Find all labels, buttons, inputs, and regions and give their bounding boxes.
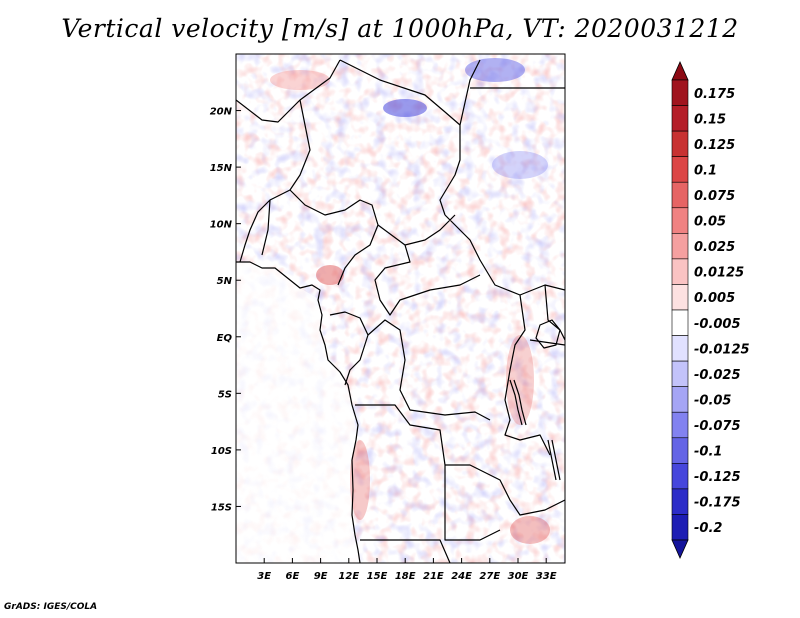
colorbar-swatch	[671, 130, 689, 157]
colorbar-swatch	[671, 335, 689, 362]
lon-tick-label: 18E	[395, 571, 416, 582]
colorbar-bottom-arrow	[671, 539, 689, 559]
border-east	[504, 284, 565, 456]
colorbar-swatch	[671, 309, 689, 336]
latitude-axis: 20N 15N 10N 5N EQ 5S 10S 15S	[210, 107, 241, 513]
colorbar-label: -0.0125	[694, 342, 750, 357]
colorbar-label: -0.2	[694, 521, 722, 536]
colorbar-label: 0.0125	[694, 266, 744, 281]
lat-tick-label: 10N	[210, 220, 233, 231]
colorbar-top-arrow	[671, 61, 689, 81]
colorbar-label: 0.005	[694, 291, 735, 306]
country-borders	[236, 59, 565, 563]
border-southern	[355, 404, 565, 563]
colorbar-swatch	[671, 284, 689, 311]
lat-tick-label: 5S	[218, 389, 232, 400]
colorbar-swatch	[671, 105, 689, 132]
colorbar-swatch	[671, 258, 689, 285]
lake-tanganyika	[509, 379, 527, 426]
lake-malawi	[547, 439, 561, 481]
colorbar-swatch	[671, 437, 689, 464]
coastline-west	[236, 261, 361, 563]
lat-tick-label: 10S	[211, 446, 232, 457]
colorbar-swatch	[671, 207, 689, 234]
grads-credit: GrADS: IGES/COLA	[4, 602, 98, 612]
colorbar-label: -0.005	[694, 317, 741, 332]
lon-tick-label: 33E	[536, 571, 557, 582]
lat-tick-label: 20N	[210, 107, 233, 118]
colorbar-swatch	[671, 360, 689, 387]
colorbar-swatch	[671, 514, 689, 541]
lon-tick-label: 30E	[508, 571, 529, 582]
colorbar-swatch	[671, 79, 689, 106]
lake-victoria	[535, 319, 561, 349]
colorbar-label: -0.05	[694, 393, 731, 408]
lon-tick-label: 21E	[423, 571, 444, 582]
colorbar-label: 0.125	[694, 138, 735, 153]
colorbar-swatch	[671, 386, 689, 413]
lat-tick-label: 15N	[210, 163, 233, 174]
colorbar-label: -0.125	[694, 470, 741, 485]
colorbar-label: -0.175	[694, 496, 741, 511]
colorbar-swatch	[671, 463, 689, 490]
lon-tick-label: 3E	[257, 571, 271, 582]
lon-tick-label: 24E	[451, 571, 472, 582]
colorbar-swatch	[671, 411, 689, 439]
border-west-africa	[239, 99, 379, 286]
colorbar-label: 0.15	[694, 112, 726, 127]
lat-tick-label: EQ	[217, 333, 233, 344]
page-title: Vertical velocity [m/s] at 1000hPa, VT: …	[61, 14, 739, 43]
colorbar-label: 0.1	[694, 163, 717, 178]
colorbar-label: 0.05	[694, 215, 726, 230]
colorbar-swatch	[671, 488, 689, 515]
lon-tick-label: 6E	[286, 571, 300, 582]
longitude-axis: 3E 6E 9E 12E 15E 18E 21E 24E 27E 30E 33E	[257, 558, 557, 582]
lat-tick-label: 5N	[217, 276, 233, 287]
lon-tick-label: 15E	[367, 571, 388, 582]
lon-tick-label: 12E	[338, 571, 359, 582]
lon-tick-label: 9E	[314, 571, 328, 582]
border-sahara	[236, 59, 565, 216]
border-central	[329, 214, 565, 421]
map-frame	[235, 53, 566, 564]
colorbar: 0.175 0.15 0.125 0.1 0.075 0.05 0.025 0.0125 0.0…	[671, 61, 750, 559]
colorbar-swatch	[671, 181, 689, 209]
colorbar-label: -0.1	[694, 445, 722, 460]
colorbar-label: 0.175	[694, 87, 735, 102]
colorbar-swatch	[671, 233, 689, 260]
colorbar-label: -0.025	[694, 368, 741, 383]
colorbar-swatch	[671, 156, 689, 183]
lon-tick-label: 27E	[479, 571, 500, 582]
colorbar-label: 0.025	[694, 240, 735, 255]
colorbar-label: -0.075	[694, 419, 741, 434]
vertical-velocity-field	[236, 54, 565, 563]
colorbar-label: 0.075	[694, 189, 735, 204]
lat-tick-label: 15S	[211, 502, 232, 513]
